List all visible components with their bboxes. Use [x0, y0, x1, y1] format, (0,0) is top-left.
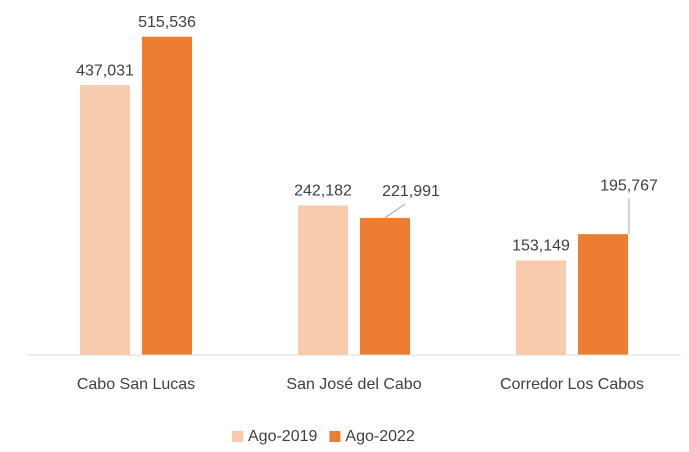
data-label: 242,182 — [294, 183, 352, 200]
data-label: 515,536 — [138, 14, 196, 31]
bar — [360, 217, 410, 355]
x-tick-label: San José del Cabo — [286, 376, 421, 393]
data-label: 437,031 — [76, 62, 134, 79]
legend-swatch — [329, 431, 341, 442]
bar — [578, 234, 628, 355]
data-label: 153,149 — [512, 238, 570, 255]
legend-label: Ago-2022 — [345, 428, 414, 445]
bar — [516, 260, 566, 355]
bar — [298, 205, 348, 355]
bar — [80, 85, 130, 356]
data-label: 195,767 — [600, 177, 658, 194]
bar — [142, 36, 192, 355]
legend-label: Ago-2019 — [248, 428, 317, 445]
legend-swatch — [232, 431, 243, 442]
leader-line — [384, 203, 406, 219]
data-label: 221,991 — [382, 183, 440, 200]
x-tick-label: Cabo San Lucas — [77, 376, 195, 393]
x-tick-label: Corredor Los Cabos — [500, 376, 644, 393]
